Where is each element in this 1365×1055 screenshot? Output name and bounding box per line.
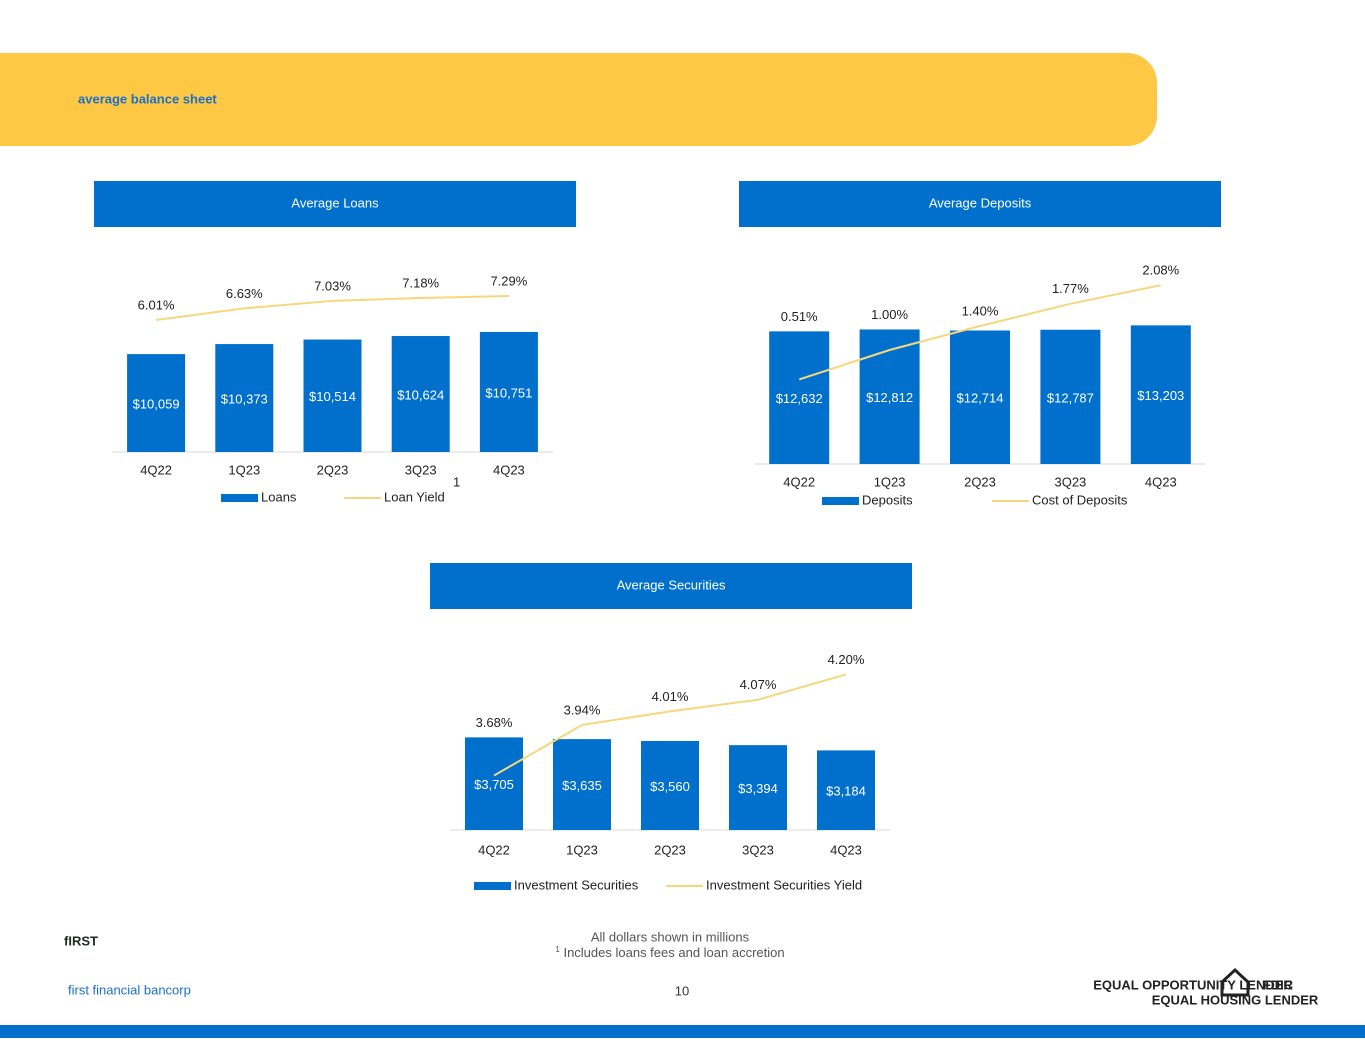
bar [641,741,699,830]
line-label: 1.00% [871,307,908,322]
bar-label: $10,514 [309,389,356,404]
bar [729,745,787,830]
bar [1130,325,1191,464]
legend-swatch [221,494,258,502]
footnote-text: Includes loans fees and loan accretion [563,945,784,960]
bar-label: $13,203 [1137,388,1184,403]
bar [127,354,186,452]
line-label: 4.20% [828,652,865,667]
line-label: 7.18% [402,275,439,290]
bar [1040,329,1101,464]
bar [303,339,362,452]
bar [817,750,875,830]
x-tick-label: 3Q23 [742,842,774,857]
bar [859,329,920,464]
line-label: 7.03% [314,278,351,293]
x-tick-label: 1Q23 [566,842,598,857]
footer-bar [0,1025,1365,1038]
x-tick-label: 4Q22 [783,474,815,489]
title-band [0,53,1157,146]
line [155,294,509,322]
badge: EQUAL HOUSING LENDER [1152,992,1319,1007]
x-tick-label: 4Q22 [140,462,172,477]
line [493,673,847,777]
bar-label: $3,560 [650,779,690,794]
legend-label: Investment Securities Yield [706,877,862,892]
legend-label: Loan Yield [384,489,445,504]
x-tick-label: 4Q22 [478,842,510,857]
badge: EQUAL OPPORTUNITY LENDER [1093,977,1293,992]
bar-label: $10,624 [397,387,444,402]
line-label: 2.08% [1142,263,1179,278]
line [798,284,1162,381]
bar-label: $12,787 [1047,390,1094,405]
line-label: 1.77% [1052,281,1089,296]
bar-label: $10,373 [221,391,268,406]
x-tick-label: 2Q23 [654,842,686,857]
legend-label: Cost of Deposits [1032,492,1128,507]
x-tick-label: 4Q23 [830,842,862,857]
line-label: 6.01% [138,297,175,312]
bar-label: $3,635 [562,778,602,793]
line-label: 1.40% [962,303,999,318]
x-tick-label: 4Q23 [1145,474,1177,489]
bar [769,331,830,464]
bar [553,739,611,830]
page-number: 10 [675,983,689,998]
footnote: All dollars shown in millions [591,929,750,944]
line-label: 7.29% [490,273,527,288]
chart-header [430,563,912,609]
bar-label: $12,714 [957,391,1004,406]
line-label: 3.68% [476,715,513,730]
bar [950,330,1010,464]
bar-label: $3,705 [474,777,514,792]
x-tick-label: 2Q23 [317,462,349,477]
bar [479,331,538,452]
legend-swatch [474,882,511,890]
bar-label: $10,751 [485,385,532,400]
x-tick-label: 1Q23 [228,462,260,477]
bar-label: $10,059 [133,396,180,411]
bar-label: $12,812 [866,390,913,405]
legend-label: Investment Securities [514,877,639,892]
chart-title: Average Securities [617,577,726,592]
bar-label: $12,632 [776,391,823,406]
legend-label: Deposits [862,492,913,507]
chart-title: Average Deposits [929,195,1032,210]
chart-header [94,181,576,227]
x-tick-label: 1Q23 [874,474,906,489]
line-label: 4.07% [740,677,777,692]
x-tick-label: 2Q23 [964,474,996,489]
company-name: first financial bancorp [68,982,191,997]
chart-header [739,181,1221,227]
footnote-mark: 1 [555,945,560,954]
bar [391,336,450,452]
chart-title: Average Loans [291,195,379,210]
bar [465,737,523,830]
line-label: 4.01% [652,689,689,704]
badge: FDIC [1263,977,1294,992]
bar [215,344,274,452]
x-tick-label: 4Q23 [493,462,525,477]
x-tick-label: 3Q23 [1054,474,1086,489]
legend-label: Loans [261,489,297,504]
bar-label: $3,184 [826,784,866,799]
line-label: 3.94% [564,702,601,717]
legend-swatch [822,497,859,505]
legend-note: 1 [453,474,460,489]
logo: fIRST [64,933,98,948]
housing-icon [1220,967,1250,997]
footnote: 1 Includes loans fees and loan accretion [555,945,784,960]
line-label: 6.63% [226,286,263,301]
x-tick-label: 3Q23 [405,462,437,477]
bar-label: $3,394 [738,781,778,796]
line-label: 0.51% [781,309,818,324]
slide-title: average balance sheet [78,91,217,106]
